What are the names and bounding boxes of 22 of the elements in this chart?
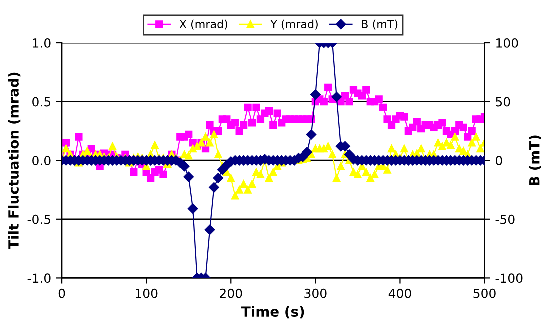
y-tick-label: -1.0 — [28, 274, 51, 284]
y2-tick-label: 0 — [496, 156, 502, 166]
y-tick-label: 0.0 — [32, 156, 51, 166]
legend-label: X (mrad) — [180, 20, 228, 30]
y-axis-title: Tilt Fluctuation (mrad) — [8, 72, 21, 250]
y2-tick-label: 100 — [496, 38, 518, 48]
x-axis-title: Time (s) — [242, 306, 304, 319]
x-tick-label: 500 — [474, 288, 496, 298]
y2-tick-label: -50 — [496, 214, 515, 224]
y2-tick-label: -100 — [496, 274, 523, 284]
x-tick-label: 300 — [304, 288, 327, 298]
legend-label: Y (mrad) — [270, 20, 318, 30]
y-tick-label: 0.5 — [32, 97, 51, 107]
x-tick-label: 0 — [58, 288, 66, 298]
x-tick-label: 100 — [136, 288, 158, 298]
y2-axis-title: B (mT) — [529, 136, 542, 186]
x-tick-label: 400 — [388, 288, 412, 298]
y2-tick-label: 50 — [496, 97, 510, 107]
y-tick-label: -0.5 — [28, 214, 51, 224]
legend-label: B (mT) — [362, 20, 398, 30]
y-tick-label: 1.0 — [33, 38, 51, 48]
x-tick-label: 200 — [220, 288, 242, 298]
